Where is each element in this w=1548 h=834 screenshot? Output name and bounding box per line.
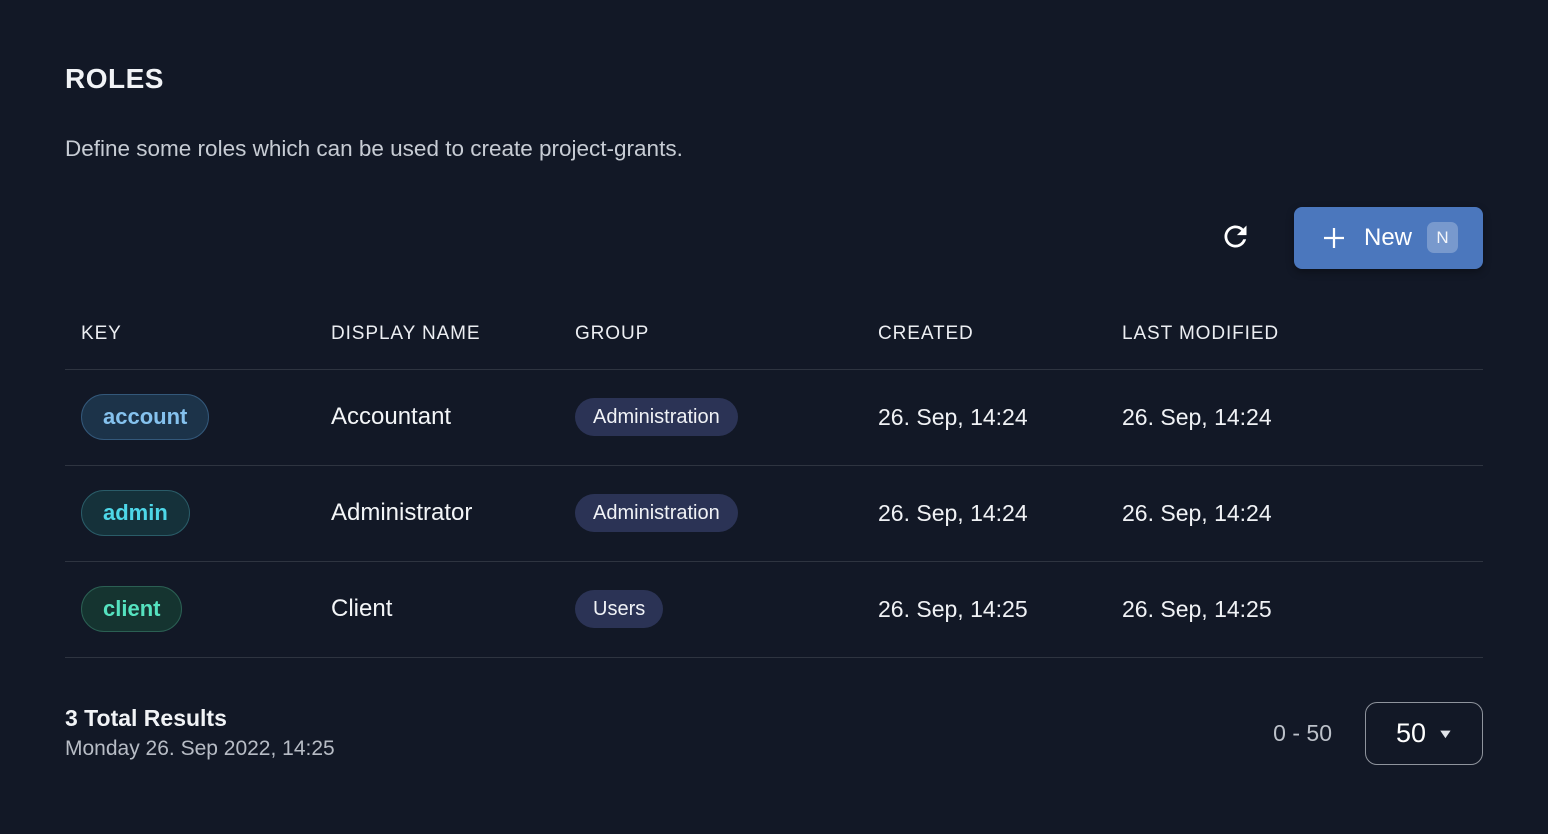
last-modified-cell: 26. Sep, 14:25 [1122,595,1272,622]
key-cell: admin [65,490,331,537]
group-badge: Administration [575,494,738,533]
page-title: ROLES [65,63,164,94]
table-row-account[interactable]: account Accountant Administration 26. Se… [65,370,1483,466]
display-name-cell: Administrator [331,499,473,527]
column-header-last-modified: LAST MODIFIED [1122,323,1280,345]
total-results: 3 Total Results [65,705,227,732]
column-header-created: CREATED [878,323,974,345]
key-badge: account [81,394,210,441]
new-button[interactable]: New N [1293,206,1483,269]
key-cell: client [65,586,331,633]
page-size-value: 50 [1396,717,1427,748]
plus-icon [1319,223,1349,253]
roles-table: KEY DISPLAY NAME GROUP CREATED LAST MODI… [65,300,1483,658]
key-cell: account [65,394,331,441]
column-header-display-name: DISPLAY NAME [331,323,481,345]
column-header-group: GROUP [575,323,650,345]
keyboard-shortcut-badge: N [1427,222,1458,254]
refresh-button[interactable] [1216,218,1256,258]
new-button-label: New [1363,223,1412,251]
last-modified-cell: 26. Sep, 14:24 [1122,403,1272,430]
chevron-down-icon: ▼ [1436,725,1455,741]
group-cell: Users [575,590,878,629]
results-summary: 3 Total Results Monday 26. Sep 2022, 14:… [65,705,335,761]
toolbar: New N [65,206,1483,269]
key-badge: admin [81,490,190,537]
last-modified-cell: 26. Sep, 14:24 [1122,499,1272,526]
table-footer: 3 Total Results Monday 26. Sep 2022, 14:… [65,701,1483,765]
page-range-label: 0 - 50 [1273,719,1332,746]
created-cell: 26. Sep, 14:24 [878,403,1028,430]
key-badge: client [81,586,183,633]
table-row-admin[interactable]: admin Administrator Administration 26. S… [65,466,1483,562]
footer-timestamp: Monday 26. Sep 2022, 14:25 [65,737,335,761]
group-cell: Administration [575,398,878,437]
group-cell: Administration [575,494,878,533]
display-name-cell: Accountant [331,403,452,431]
page-size-dropdown[interactable]: 50 ▼ [1365,701,1483,765]
created-cell: 26. Sep, 14:24 [878,499,1028,526]
table-row-client[interactable]: client Client Users 26. Sep, 14:25 26. S… [65,562,1483,658]
table-header-row: KEY DISPLAY NAME GROUP CREATED LAST MODI… [65,300,1483,370]
page-subtitle: Define some roles which can be used to c… [65,135,683,161]
column-header-key: KEY [81,323,122,345]
refresh-icon [1219,220,1252,256]
display-name-cell: Client [331,595,393,623]
group-badge: Administration [575,398,738,437]
created-cell: 26. Sep, 14:25 [878,595,1028,622]
pagination: 0 - 50 50 ▼ [1273,701,1483,765]
group-badge: Users [575,590,664,629]
